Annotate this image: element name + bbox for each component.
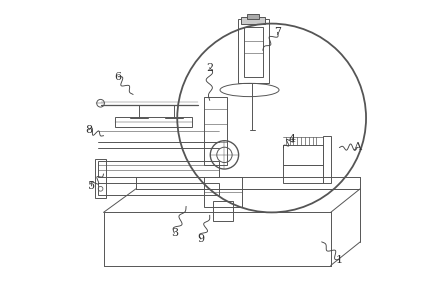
- Bar: [213, 201, 233, 221]
- Text: 2: 2: [206, 63, 213, 73]
- Bar: [115, 117, 192, 127]
- Bar: [323, 136, 330, 183]
- Bar: [204, 97, 227, 165]
- Text: 7: 7: [274, 27, 281, 37]
- Text: 1: 1: [336, 255, 343, 265]
- Bar: [248, 14, 259, 19]
- Bar: [97, 161, 218, 177]
- Bar: [238, 19, 269, 83]
- Bar: [284, 165, 323, 183]
- Bar: [95, 159, 106, 198]
- Bar: [97, 183, 218, 195]
- Text: A: A: [353, 142, 361, 153]
- Text: 9: 9: [197, 234, 204, 244]
- Text: 5: 5: [88, 181, 95, 191]
- Bar: [284, 145, 323, 165]
- Text: 4: 4: [289, 134, 296, 144]
- Bar: [244, 27, 263, 77]
- Text: 8: 8: [85, 125, 92, 135]
- Text: 3: 3: [171, 228, 178, 238]
- Text: 6: 6: [115, 72, 122, 82]
- Bar: [204, 177, 242, 206]
- Bar: [241, 17, 265, 24]
